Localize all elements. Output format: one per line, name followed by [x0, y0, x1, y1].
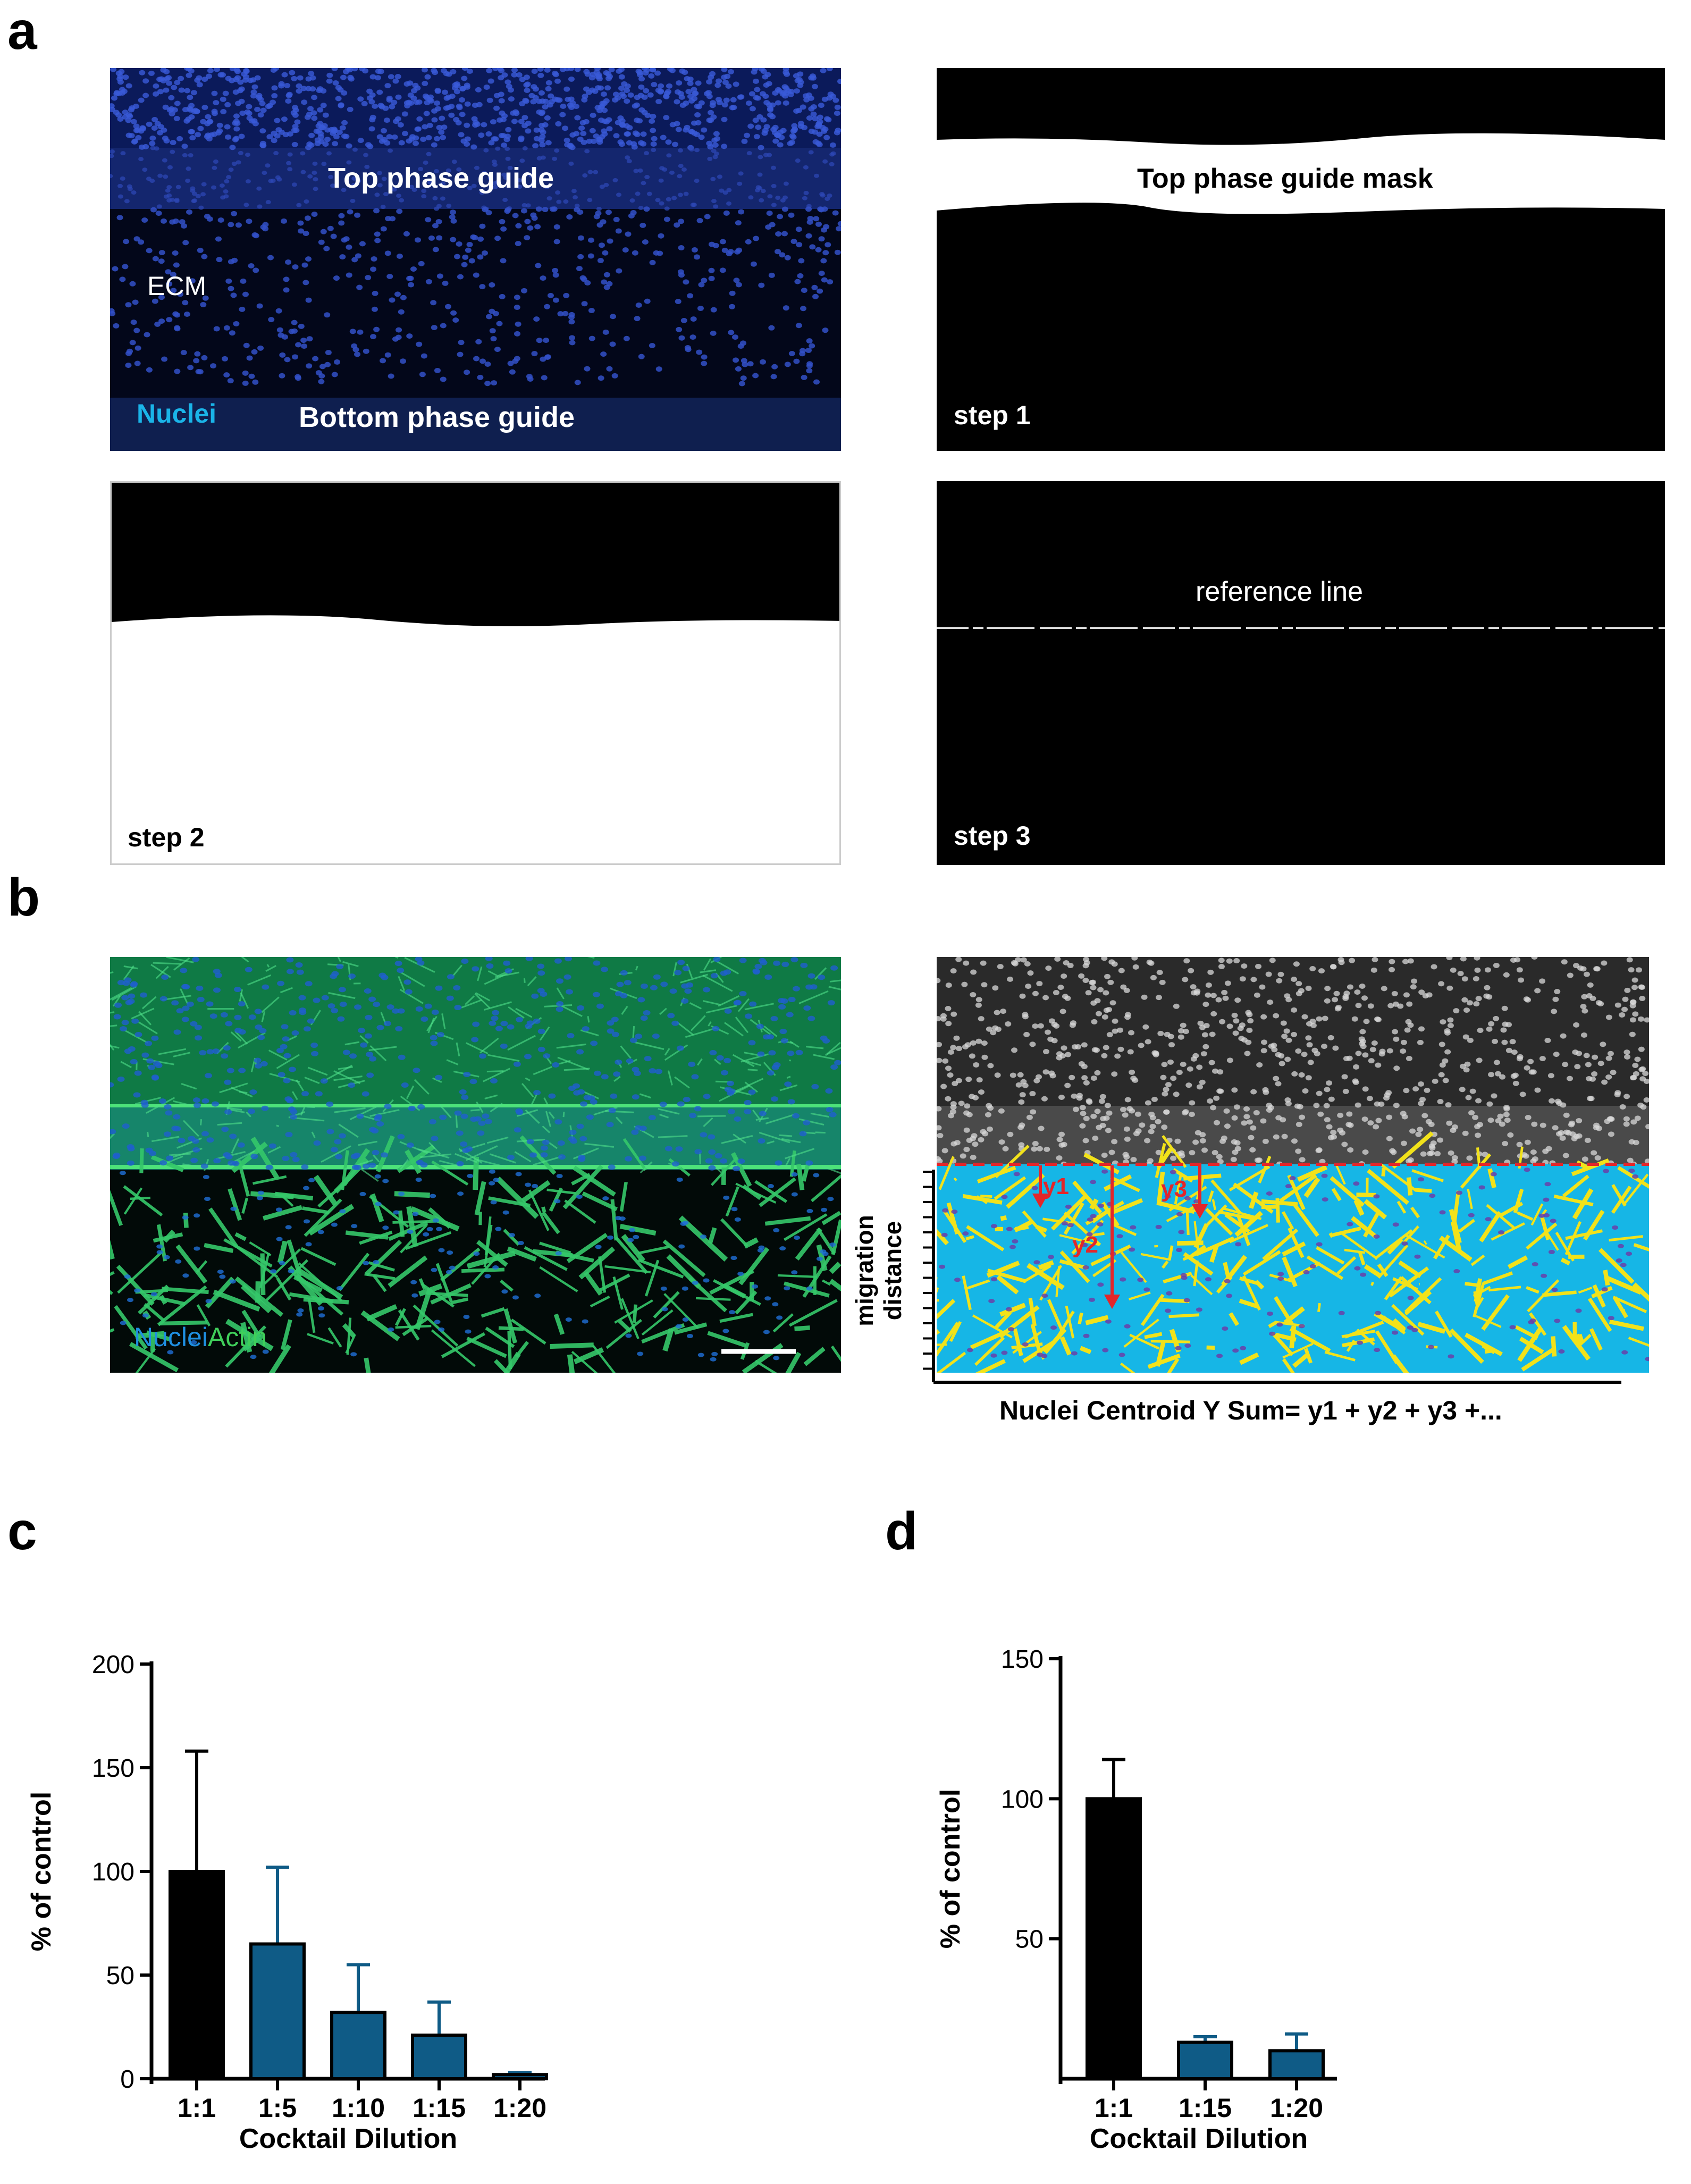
x-tick-label: 1:15 — [413, 2093, 466, 2123]
x-tick-label: 1:20 — [493, 2093, 546, 2123]
mask-label: Top phase guide mask — [1137, 163, 1433, 194]
bar-chart-c: 0 50 100 150 200 1:1 1:5 1:10 1:15 1:20 Cocktail D… — [26, 1651, 548, 2154]
nuclei-label: Nuclei — [137, 399, 217, 429]
y-tick-label: 0 — [120, 2065, 134, 2094]
bottom-phase-guide-label: Bottom phase guide — [299, 401, 575, 433]
bar-1:20 — [492, 2073, 548, 2081]
actin-image-svg — [110, 957, 841, 1373]
y3-label: y3 — [1161, 1176, 1187, 1202]
step1-label: step 1 — [954, 400, 1031, 430]
migration-distance-label: migration distance — [840, 1191, 946, 1350]
bar-1:5 — [249, 1942, 306, 2080]
x-axis-label: Cocktail Dilution — [1090, 2123, 1308, 2154]
centroid-formula: Nuclei Centroid Y Sum= y1 + y2 + y3 +... — [999, 1396, 1502, 1425]
segmentation-svg — [937, 957, 1649, 1373]
top-phase-guide-label: Top phase guide — [328, 162, 554, 194]
mask-shape-step1 — [937, 133, 1665, 214]
panel-label-d: d — [885, 1501, 918, 1561]
y-tick-label: 100 — [92, 1858, 134, 1886]
nuclei-image-svg — [110, 68, 841, 451]
bar-1:20 — [1268, 2049, 1325, 2080]
x-tick-label: 1:5 — [258, 2093, 297, 2123]
y-tick-label: 50 — [1015, 1926, 1044, 1954]
panel-label-c: c — [7, 1501, 37, 1561]
x-axis-label: Cocktail Dilution — [239, 2123, 457, 2154]
y1-label: y1 — [1043, 1173, 1069, 1199]
x-tick-label: 1:15 — [1179, 2093, 1232, 2123]
x-tick-label: 1:10 — [332, 2093, 385, 2123]
step3-label: step 3 — [954, 821, 1031, 851]
x-tick-label: 1:1 — [178, 2093, 216, 2123]
bar-1:1 — [1086, 1797, 1142, 2081]
y-axis-label: % of control — [26, 1792, 57, 1951]
y-tick-label: 100 — [1001, 1785, 1044, 1813]
migration-axis-svg — [923, 1170, 1621, 1384]
panel-label-a: a — [7, 1, 37, 61]
y-tick-label: 150 — [1001, 1645, 1044, 1674]
y-tick-label: 200 — [92, 1651, 134, 1679]
y-axis-label: % of control — [935, 1789, 966, 1948]
bar-1:15 — [1177, 2040, 1233, 2080]
migration-label-line1: migration — [851, 1215, 878, 1326]
step2-label: step 2 — [128, 822, 205, 852]
step2-image: step 2 — [110, 481, 841, 865]
bar-1:10 — [330, 2011, 386, 2081]
step1-mask-image: Top phase guide mask step 1 — [937, 68, 1665, 451]
segmented-migration-image: y1 y2 y3 — [937, 957, 1649, 1373]
bar-1:1 — [169, 1870, 225, 2080]
stain-legend: NucleiActin — [134, 1324, 267, 1350]
micrograph-nuclei-phase-guides: Top phase guide ECM Nuclei Bottom phase … — [110, 68, 841, 451]
nuclei-stain-label: Nuclei — [134, 1322, 208, 1352]
actin-stain-label: Actin — [207, 1322, 267, 1352]
y-tick-label: 50 — [106, 1962, 134, 1990]
y2-label: y2 — [1072, 1232, 1098, 1258]
micrograph-nuclei-actin: NucleiActin — [110, 957, 841, 1373]
reference-line-svg — [937, 627, 1665, 629]
mask-shape-step2 — [112, 483, 839, 627]
panel-label-b: b — [7, 868, 40, 927]
x-tick-label: 1:20 — [1270, 2093, 1323, 2123]
migration-label-line2: distance — [878, 1221, 906, 1321]
bar-1:15 — [411, 2034, 467, 2080]
step3-image: reference line step 3 — [937, 481, 1665, 865]
y-tick-label: 150 — [92, 1754, 134, 1783]
ecm-label: ECM — [147, 271, 207, 301]
reference-line-label: reference line — [1196, 576, 1364, 607]
x-tick-label: 1:1 — [1095, 2093, 1133, 2123]
